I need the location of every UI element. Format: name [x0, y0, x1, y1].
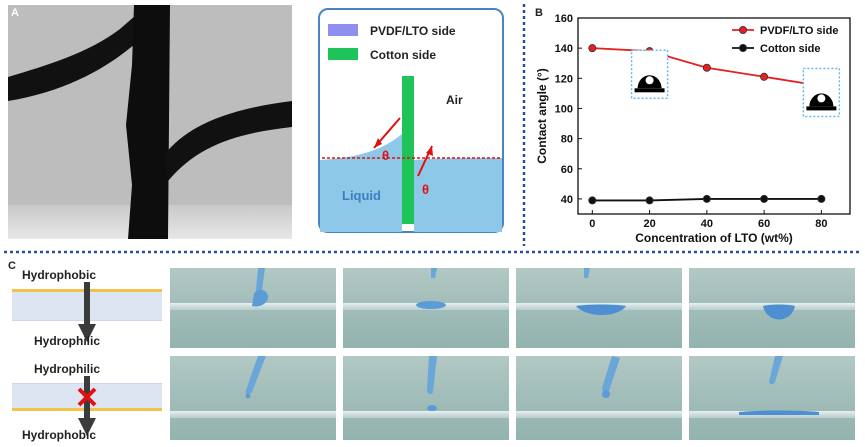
theta-label-right: θ [422, 182, 429, 197]
y-tick-label: 40 [561, 194, 573, 206]
legend-marker [738, 25, 747, 34]
pass-arrow-icon [78, 282, 96, 342]
y-tick-label: 60 [561, 164, 573, 176]
photo-row1-2 [343, 268, 509, 348]
y-tick-label: 100 [555, 103, 573, 115]
schematic-row2: Hydrophilic Hydrophobic [8, 362, 164, 444]
photo-row2-4 [689, 356, 855, 440]
y-axis-label: Contact angle (°) [535, 68, 549, 163]
theta-label-left: θ [382, 148, 389, 163]
data-point [702, 63, 711, 72]
droplet-icon [427, 356, 437, 411]
x-tick-label: 0 [589, 218, 595, 230]
photo-row1-1 [170, 268, 336, 348]
panel-letter-a: A [11, 7, 19, 19]
row2-top-label: Hydrophilic [34, 362, 101, 376]
x-tick-label: 40 [701, 218, 713, 230]
row1-top-label: Hydrophobic [22, 268, 96, 282]
schematic-row1: Hydrophobic Hydrophilic [8, 268, 164, 348]
droplet-highlight [817, 94, 826, 103]
data-point [645, 196, 654, 205]
y-tick-label: 80 [561, 134, 573, 146]
droplet-icon [763, 304, 795, 320]
droplet-icon [416, 268, 446, 309]
droplet-icon [576, 268, 626, 315]
panel-b: B 40 60 80 100 120 140 160 0 20 40 60 80 Concentrati… [530, 4, 862, 248]
x-tick-label: 80 [815, 218, 827, 230]
legend-swatch-cotton [328, 48, 358, 60]
photo-row1-4 [689, 268, 855, 348]
x-tick-label: 60 [758, 218, 770, 230]
red-x-icon [77, 387, 97, 407]
legend-marker [738, 44, 747, 53]
legend-label: PVDF/LTO side [760, 25, 838, 37]
row1-bottom-label: Hydrophilic [34, 334, 101, 348]
y-tick-label: 160 [555, 13, 573, 25]
droplet-highlight [645, 76, 654, 85]
droplet-icon [602, 356, 620, 398]
x-tick-label: 20 [643, 218, 655, 230]
inset-substrate [634, 88, 665, 93]
legend-label-cotton: Cotton side [370, 48, 436, 62]
contact-angle-chart: 40 60 80 100 120 140 160 0 20 40 60 80 Concentration… [535, 13, 851, 245]
panel-a: A [8, 5, 292, 239]
panel-letter-b: B [535, 7, 543, 19]
droplet-icon [739, 356, 819, 415]
air-label: Air [446, 93, 463, 107]
photo-row2-2 [343, 356, 509, 440]
row2-bottom-label: Hydrophobic [22, 428, 96, 442]
y-tick-label: 140 [555, 43, 573, 55]
data-point [817, 194, 826, 203]
data-point [588, 44, 597, 53]
droplet-icon [252, 268, 269, 307]
legend-swatch-pvdf [328, 24, 358, 36]
inset-substrate [806, 106, 837, 111]
data-point [760, 194, 769, 203]
legend-label-pvdf: PVDF/LTO side [370, 24, 456, 38]
wetting-schematic: PVDF/LTO side Cotton side Air Liquid θ θ [318, 8, 504, 233]
legend-label: Cotton side [760, 43, 821, 55]
y-tick-label: 120 [555, 73, 573, 85]
schematic-diagram: PVDF/LTO side Cotton side Air Liquid θ θ [318, 8, 504, 233]
photo-row2-3 [516, 356, 682, 440]
micrograph-image [8, 5, 292, 239]
data-point [588, 196, 597, 205]
x-axis-label: Concentration of LTO (wt%) [635, 231, 793, 245]
panel-letter-c: C [8, 260, 16, 272]
data-point [760, 72, 769, 81]
plot-frame [577, 17, 851, 215]
photo-row2-1 [170, 356, 336, 440]
data-point [702, 194, 711, 203]
photo-row1-3 [516, 268, 682, 348]
droplet-icon [245, 356, 266, 399]
liquid-label: Liquid [342, 188, 381, 203]
